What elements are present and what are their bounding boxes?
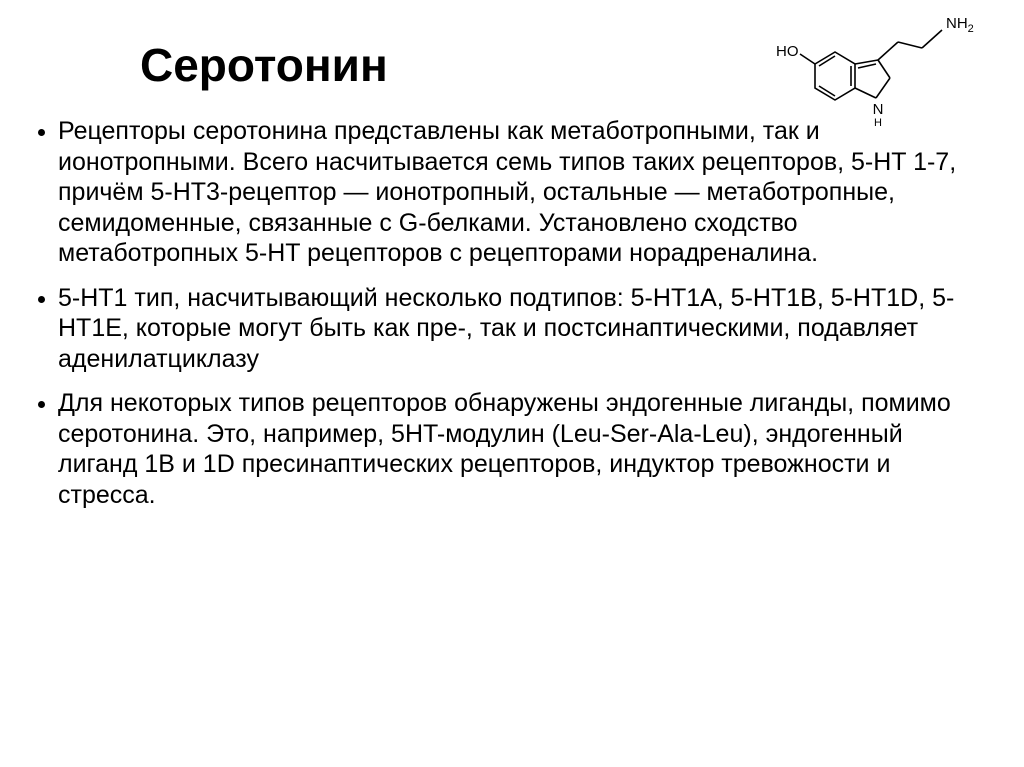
bullet-list: Рецепторы серотонина представлены как ме… [58,116,984,510]
bullet-item: Для некоторых типов рецепторов обнаружен… [58,388,984,510]
svg-text:N: N [873,101,884,118]
serotonin-structure-icon: HO N NH2 H [760,6,990,126]
svg-text:NH2: NH2 [946,15,974,35]
svg-text:H: H [874,117,882,126]
svg-text:HO: HO [776,43,799,60]
bullet-item: 5-HT1 тип, насчитывающий несколько подти… [58,283,984,375]
bullet-item: Рецепторы серотонина представлены как ме… [58,116,984,269]
slide: Серотонин [0,0,1024,767]
